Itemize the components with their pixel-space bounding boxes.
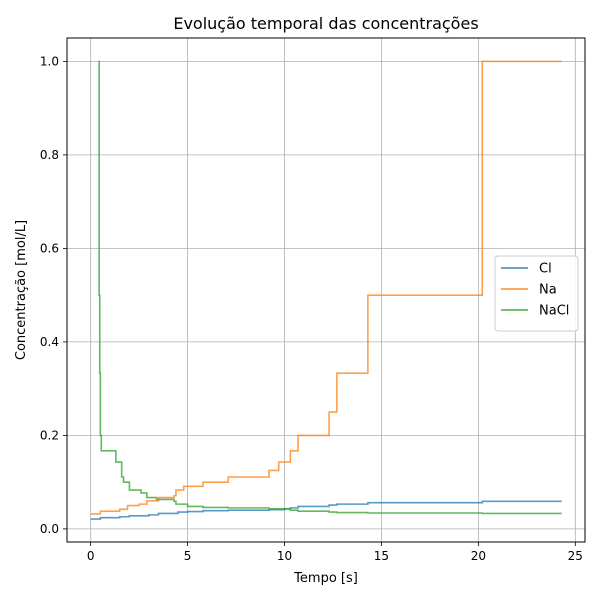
y-axis-label: Concentração [mol/L] bbox=[14, 220, 29, 360]
legend-box bbox=[494, 255, 579, 332]
x-tick-label: 0 bbox=[87, 549, 95, 563]
series-line-nacl bbox=[98, 60, 562, 515]
legend-label-nacl: NaCl bbox=[539, 304, 569, 319]
x-tick-label: 20 bbox=[471, 549, 486, 563]
y-tick-label: 0.4 bbox=[40, 335, 59, 349]
x-tick-label: 5 bbox=[184, 549, 192, 563]
series-lines bbox=[90, 60, 562, 520]
y-tick-label: 0.2 bbox=[40, 428, 59, 442]
chart-title: Evolução temporal das concentrações bbox=[173, 14, 478, 33]
x-axis-label: Tempo [s] bbox=[293, 571, 358, 586]
y-tick-label: 1.0 bbox=[40, 54, 59, 68]
x-tick-label: 10 bbox=[277, 549, 292, 563]
grid bbox=[67, 38, 585, 542]
x-tick-label: 25 bbox=[568, 549, 583, 563]
y-tick-label: 0.0 bbox=[40, 522, 59, 536]
legend-label-cl: Cl bbox=[539, 262, 552, 277]
plot-frame bbox=[66, 37, 586, 543]
y-tick-label: 0.6 bbox=[40, 241, 59, 255]
series-line-na bbox=[90, 60, 562, 515]
y-tick-label: 0.8 bbox=[40, 148, 59, 162]
legend-label-na: Na bbox=[539, 283, 557, 298]
x-tick-label: 15 bbox=[374, 549, 389, 563]
axis-ticks: 0 5 10 15 20 25 0.0 0.2 0.4 0.6 0.8 1.0 bbox=[40, 54, 583, 563]
legend: Cl Na NaCl bbox=[494, 255, 579, 332]
series-line-cl bbox=[90, 500, 562, 520]
